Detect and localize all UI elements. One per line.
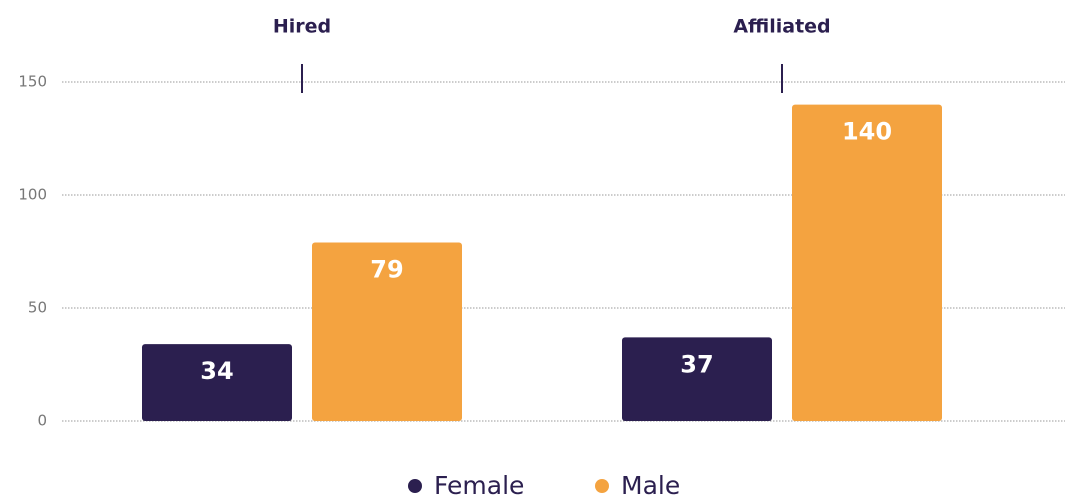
legend-label: Male [621, 471, 680, 500]
data-label: 79 [370, 255, 403, 283]
bar [142, 344, 292, 421]
y-tick-label: 150 [18, 73, 47, 91]
y-tick-label: 50 [28, 299, 47, 317]
category-label: Hired [273, 16, 331, 38]
legend-marker [595, 479, 609, 493]
bar [792, 104, 942, 421]
data-label: 34 [200, 357, 233, 385]
bar [312, 242, 462, 421]
bar [622, 337, 772, 421]
data-label: 140 [842, 118, 892, 146]
category-label: Affiliated [733, 16, 830, 38]
legend-label: Female [434, 471, 524, 500]
data-label: 37 [680, 350, 713, 378]
legend-marker [408, 479, 422, 493]
y-tick-label: 100 [18, 186, 47, 204]
y-tick-label: 0 [37, 412, 47, 430]
